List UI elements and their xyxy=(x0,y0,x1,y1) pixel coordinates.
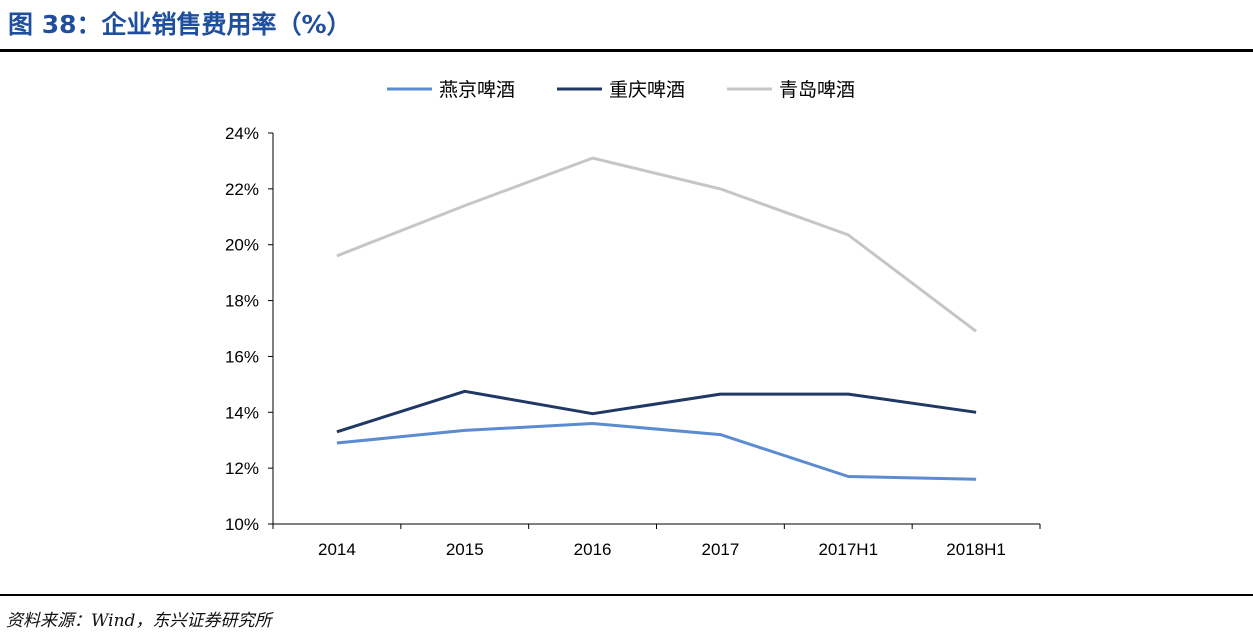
y-axis: 10% 12% 14% 16% 18% 20% 22% 24% xyxy=(225,124,274,534)
x-tick-label: 2017 xyxy=(702,540,740,559)
legend-label: 重庆啤酒 xyxy=(609,79,685,101)
y-tick-label: 24% xyxy=(225,124,259,143)
y-tick-label: 10% xyxy=(225,515,259,534)
series-line-3 xyxy=(336,156,978,333)
y-tick-label: 22% xyxy=(225,180,259,199)
legend-label: 青岛啤酒 xyxy=(779,79,855,101)
legend-label: 燕京啤酒 xyxy=(439,79,515,101)
x-tick-label: 2015 xyxy=(446,540,484,559)
x-tick-label: 2016 xyxy=(574,540,612,559)
x-axis: 2014 2015 2016 2017 2017H1 2018H1 xyxy=(272,523,1041,559)
x-tick-label: 2014 xyxy=(318,540,356,559)
source-note: 资料来源：Wind，东兴证券研究所 xyxy=(6,611,272,631)
x-tick-label: 2018H1 xyxy=(946,540,1006,559)
x-tick-label: 2017H1 xyxy=(818,540,878,559)
chart-legend: 燕京啤酒 重庆啤酒 青岛啤酒 xyxy=(387,79,855,101)
y-tick-label: 20% xyxy=(225,236,259,255)
chart-series xyxy=(336,156,978,481)
series-line-2 xyxy=(336,389,977,434)
y-tick-label: 18% xyxy=(225,292,259,311)
figure-title: 图 38：企业销售费用率（%） xyxy=(8,10,352,39)
y-tick-label: 12% xyxy=(225,459,259,478)
footer-divider xyxy=(0,594,1253,596)
title-divider xyxy=(0,49,1253,52)
y-tick-label: 16% xyxy=(225,347,259,366)
y-tick-label: 14% xyxy=(225,403,259,422)
series-line-1 xyxy=(336,422,977,481)
